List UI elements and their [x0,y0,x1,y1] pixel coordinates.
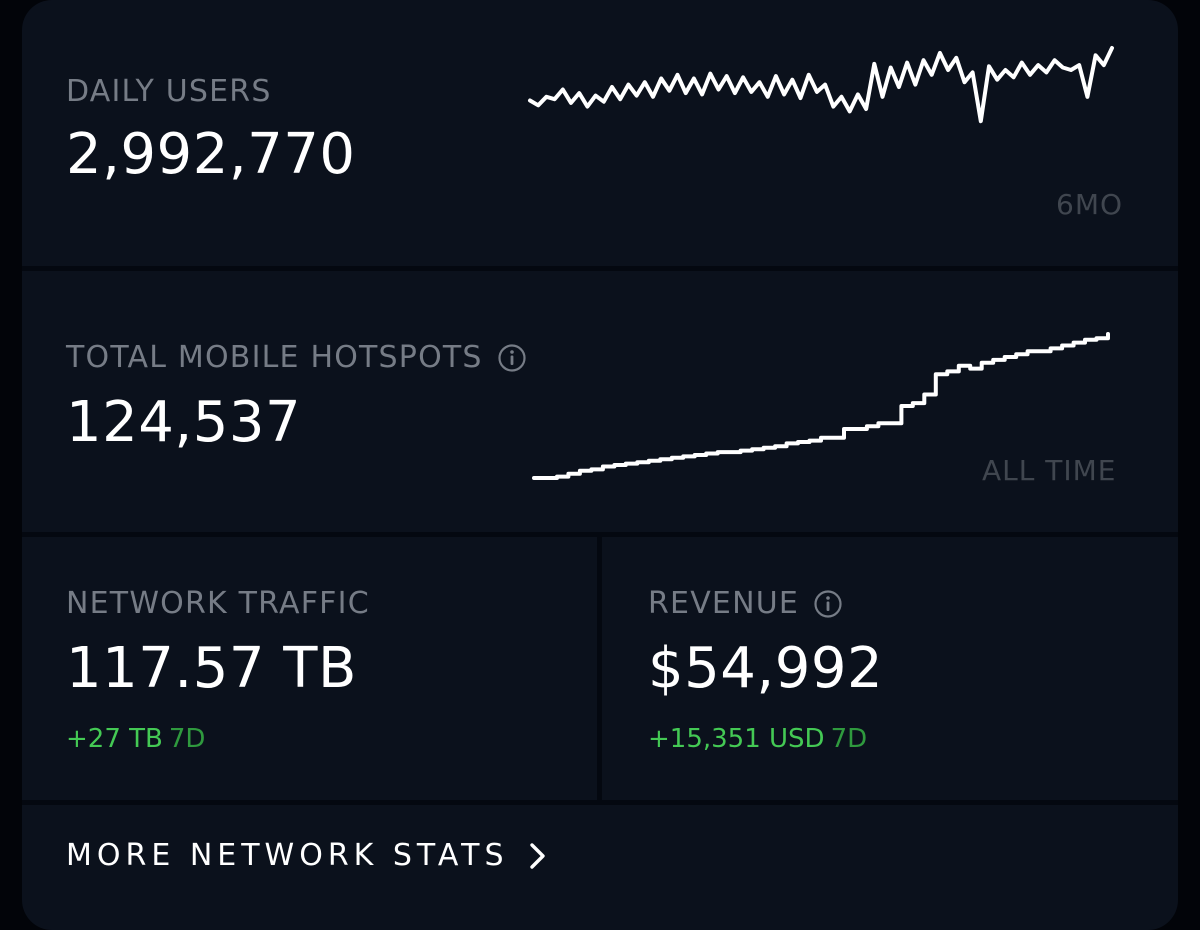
section-divider [22,266,1178,271]
chevron-right-icon [529,842,545,869]
section-divider [22,800,1178,805]
sparkline-path [532,332,1110,480]
revenue-change: +15,351 USD 7D [648,724,867,754]
traffic-change-amount: +27 TB [66,724,163,754]
more-network-stats-link[interactable]: MORE NETWORK STATS [66,838,549,873]
hotspots-sparkline [532,332,1110,480]
daily-users-period[interactable]: 6MO [1056,188,1124,221]
daily-users-label: DAILY USERS [66,74,272,109]
hotspots-value: 124,537 [66,390,302,455]
section-divider [22,532,1178,537]
traffic-value: 117.57 TB [66,636,357,701]
network-stats-card: DAILY USERS 2,992,770 6MO TOTAL MOBILE H… [22,0,1178,930]
revenue-change-period: 7D [830,724,868,754]
info-icon[interactable] [497,343,527,373]
hotspots-label-row: TOTAL MOBILE HOTSPOTS [66,340,527,375]
sparkline-path [528,46,1114,124]
revenue-value: $54,992 [648,636,884,701]
revenue-change-amount: +15,351 USD [648,724,825,754]
daily-users-sparkline [528,46,1114,124]
traffic-change: +27 TB 7D [66,724,205,754]
revenue-label: REVENUE [648,586,800,621]
hotspots-period[interactable]: ALL TIME [982,454,1117,487]
info-icon[interactable] [813,589,843,619]
hotspots-label: TOTAL MOBILE HOTSPOTS [66,340,483,375]
column-divider [597,536,602,800]
daily-users-value: 2,992,770 [66,122,356,187]
more-network-stats-label: MORE NETWORK STATS [66,838,509,873]
traffic-label: NETWORK TRAFFIC [66,586,370,621]
revenue-label-row: REVENUE [648,586,843,621]
traffic-change-period: 7D [168,724,206,754]
